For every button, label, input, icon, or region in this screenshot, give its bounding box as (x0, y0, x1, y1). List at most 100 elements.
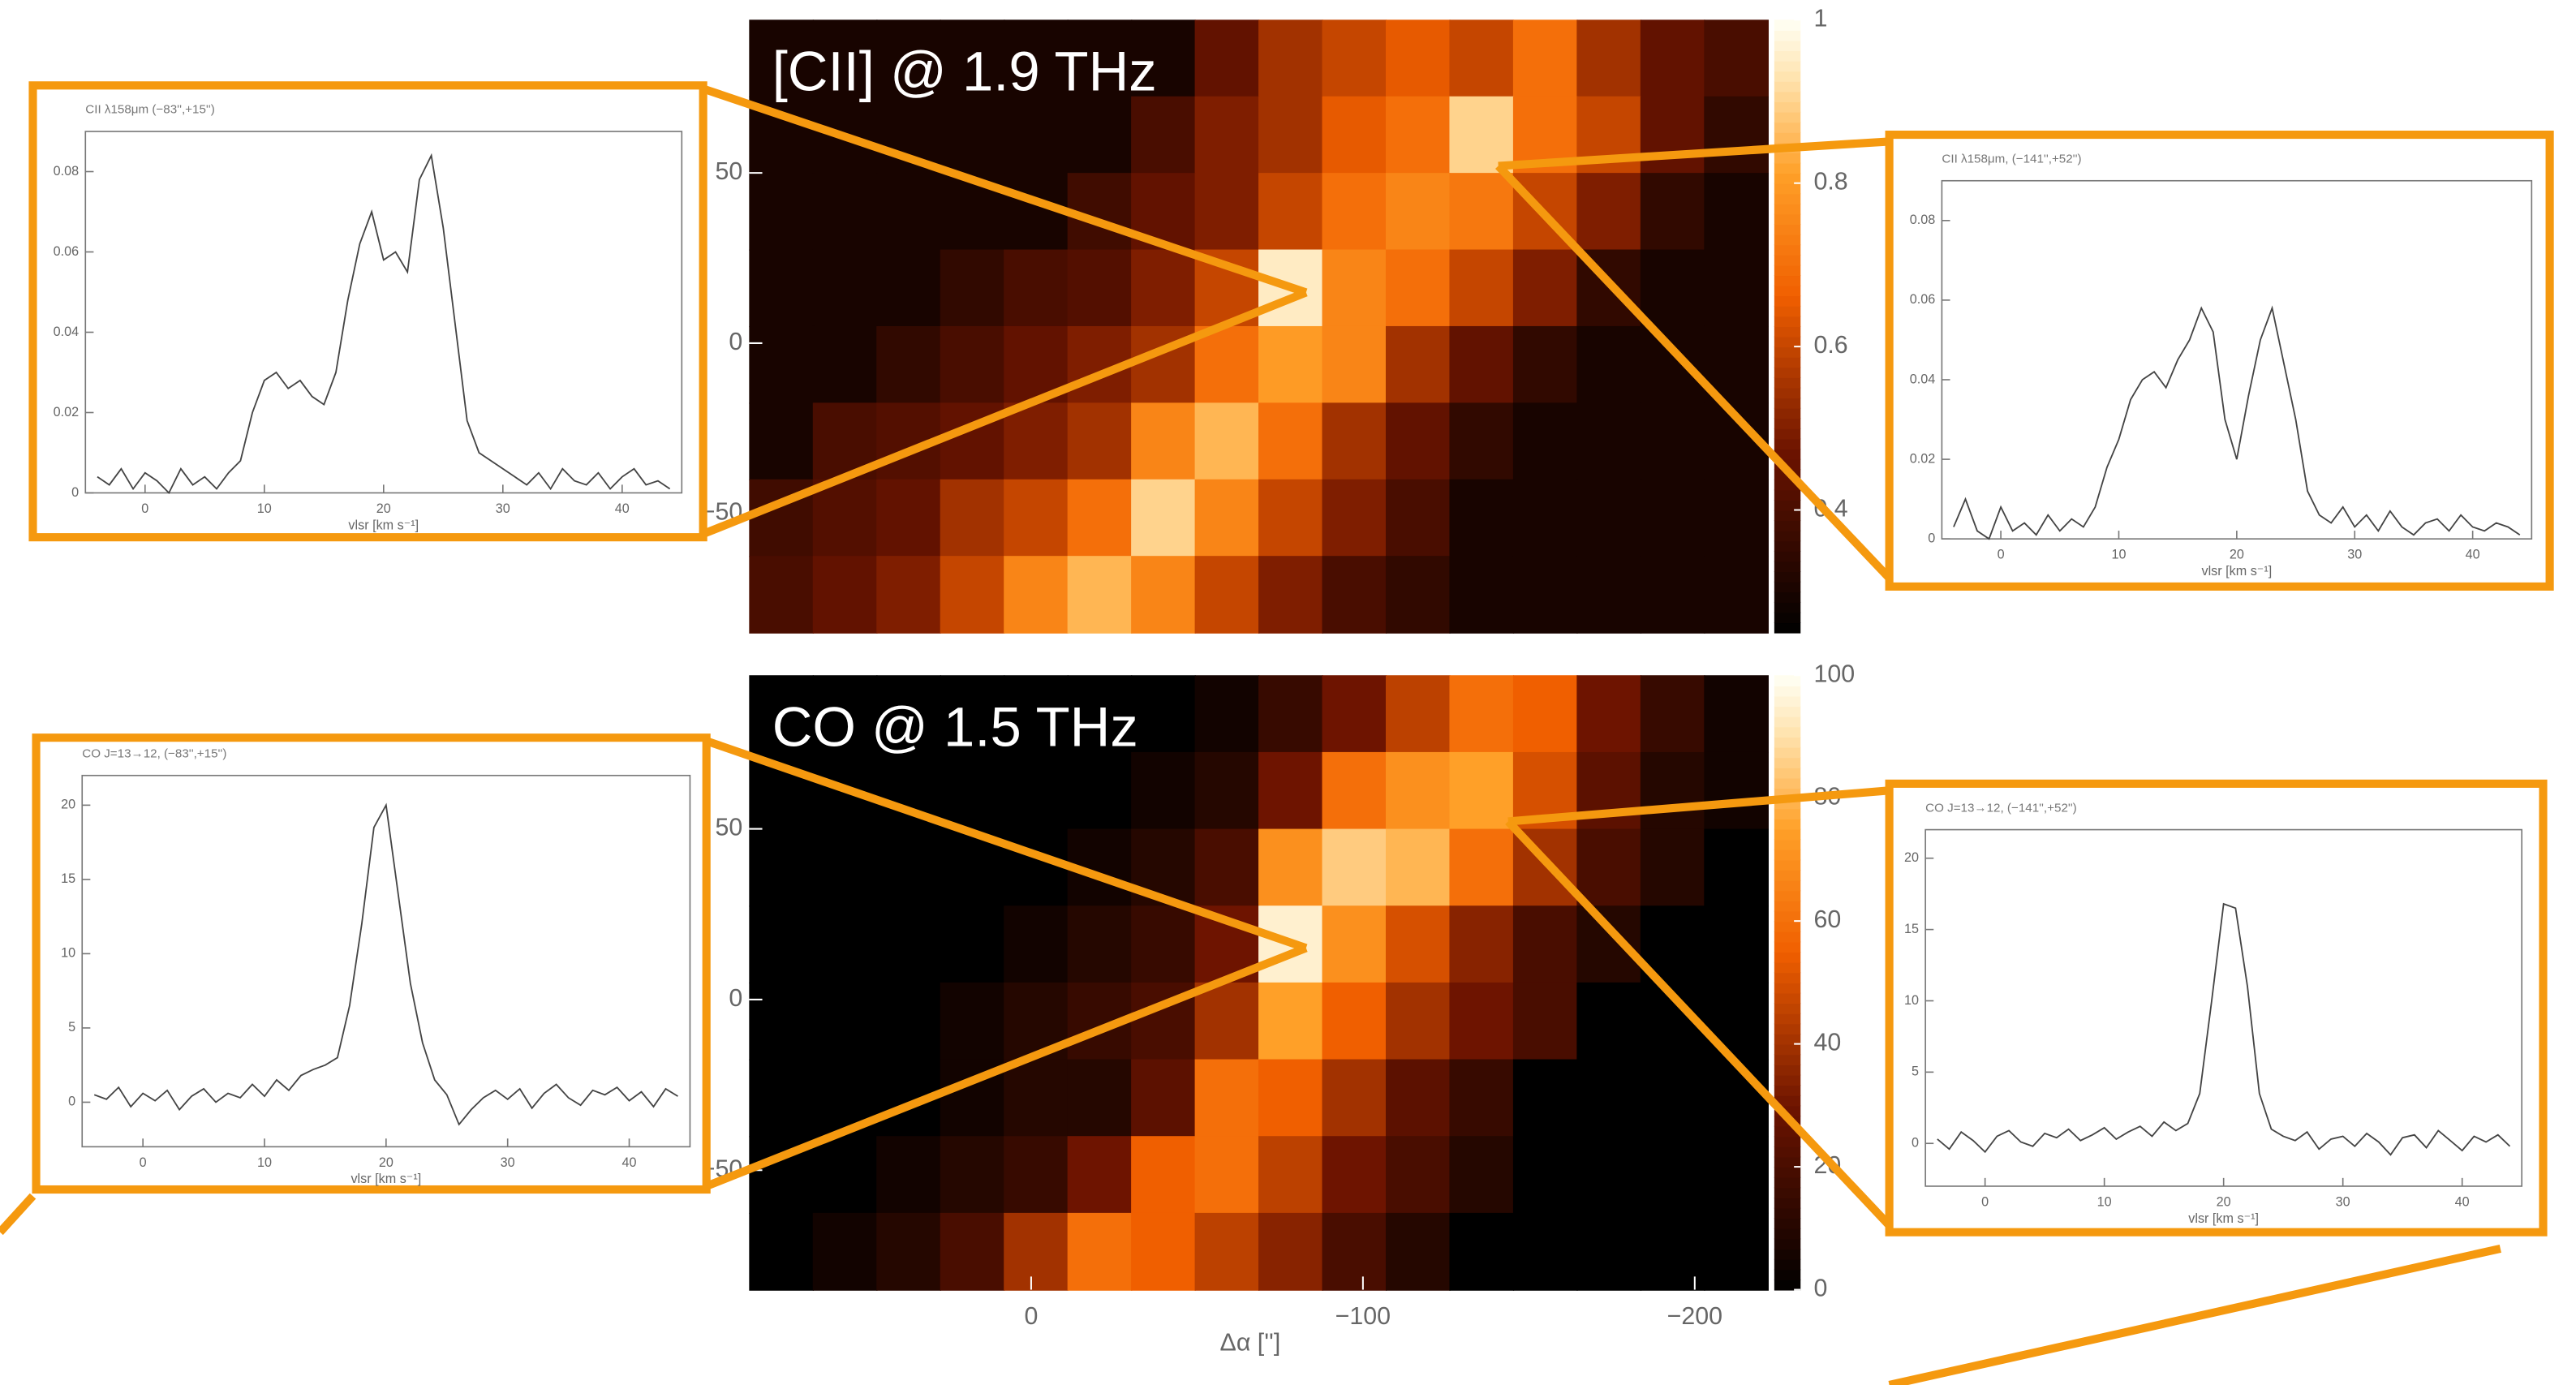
heatmap-cell (1704, 829, 1769, 907)
colorbar-segment (1774, 1044, 1800, 1056)
colorbar-segment (1774, 859, 1800, 871)
heatmap-cell (1258, 829, 1323, 907)
colorbar-segment (1774, 531, 1800, 542)
inset-frame (1890, 784, 2544, 1232)
x-tick-label: 40 (2455, 1195, 2470, 1210)
colorbar-segment (1774, 377, 1800, 389)
colorbar-segment (1774, 829, 1800, 841)
heatmap-cell (1258, 97, 1323, 174)
y-tick-label: 50 (715, 158, 742, 185)
colorbar-segment (1774, 602, 1800, 613)
heatmap-cell (1449, 829, 1514, 907)
y-tick-label: 0 (1928, 531, 1935, 545)
colorbar-segment (1774, 306, 1800, 317)
heatmap-cell (1195, 173, 1260, 251)
spectrum-title: CO J=13→12, (−141'',+52'') (1925, 801, 2077, 815)
heatmap-cell (1704, 905, 1769, 983)
colorbar-segment (1774, 418, 1800, 429)
heatmap-cell (1131, 556, 1196, 634)
colorbar-segment (1774, 777, 1800, 789)
y-tick-label: 0 (71, 485, 79, 500)
heatmap-cell (1449, 480, 1514, 557)
x-tick-label: 20 (2230, 548, 2244, 562)
heatmap-cell (1449, 556, 1514, 634)
heatmap-cell (1322, 905, 1387, 983)
heatmap-cell (1576, 402, 1641, 480)
heatmap-cell (749, 1213, 814, 1291)
heatmap-cell (1068, 250, 1133, 328)
heatmap-cell (749, 983, 814, 1060)
heatmap-cell (1449, 250, 1514, 328)
colorbar-segment (1774, 71, 1800, 82)
colorbar-segment (1774, 510, 1800, 522)
heatmap-cell (813, 905, 878, 983)
colorbar-segment (1774, 551, 1800, 562)
heatmap-cell (1513, 556, 1578, 634)
colorbar-segment (1774, 808, 1800, 819)
heatmap-cell (749, 250, 814, 328)
heatmap-cell (1386, 1060, 1451, 1138)
x-tick-label: 20 (2217, 1195, 2231, 1210)
colorbar-segment (1774, 91, 1800, 102)
colorbar-tick-label: 100 (1813, 660, 1855, 687)
heatmap-cell (876, 1136, 941, 1214)
heatmap-cell (1131, 1060, 1196, 1138)
heatmap-cell (749, 1060, 814, 1138)
heatmap-cell (1704, 173, 1769, 251)
heatmap-cell (1641, 97, 1705, 174)
heatmap-cell (1576, 480, 1641, 557)
heatmap-cell (1513, 250, 1578, 328)
heatmap-cell (813, 829, 878, 907)
heatmap-cell (1576, 983, 1641, 1060)
x-tick-label: 0 (140, 1155, 147, 1170)
heatmap-cell (1513, 1136, 1578, 1214)
colorbar-segment (1774, 695, 1800, 707)
heatmap-cell (940, 556, 1005, 634)
colorbar-segment (1774, 163, 1800, 174)
heatmap-cell (1641, 556, 1705, 634)
heatmap-cell (813, 480, 878, 557)
colorbar-segment (1774, 1054, 1800, 1065)
maps: [CII] @ 1.9 THz500−5010.80.60.4 CO @ 1.5 … (701, 5, 1855, 1356)
heatmap-cell (1641, 752, 1705, 830)
x-tick-label: 10 (2097, 1195, 2112, 1210)
heatmap-cell (1322, 1213, 1387, 1291)
spectrum-title: CII λ158μm (−83'',+15'') (85, 103, 214, 117)
y-tick-label: 0 (1912, 1136, 1919, 1151)
colorbar-segment (1774, 153, 1800, 164)
heatmap-cell (876, 326, 941, 404)
spectrum-title: CII λ158μm, (−141'',+52'') (1942, 152, 2081, 166)
heatmap-cell (1195, 402, 1260, 480)
heatmap-cell (1641, 402, 1705, 480)
colorbar-segment (1774, 1146, 1800, 1158)
colorbar-segment (1774, 1187, 1800, 1198)
heatmap-cell (1386, 97, 1451, 174)
colorbar-segment (1774, 255, 1800, 266)
colorbar-segment (1774, 686, 1800, 697)
heatmap-cell (749, 829, 814, 907)
x-tick-label: 10 (257, 1155, 272, 1170)
colorbar-segment (1774, 1034, 1800, 1045)
x-tick-label: 0 (141, 501, 148, 516)
y-tick-label: 0 (68, 1095, 75, 1109)
colorbar-segment (1774, 183, 1800, 195)
colorbar-segment (1774, 81, 1800, 92)
colorbar-segment (1774, 1249, 1800, 1260)
heatmap-cell (876, 173, 941, 251)
map-title: CO @ 1.5 THz (772, 695, 1138, 758)
heatmap-cell (1322, 675, 1387, 753)
x-tick-label: 30 (2336, 1195, 2350, 1210)
heatmap-cell (1258, 480, 1323, 557)
heatmap-cell (1449, 1136, 1514, 1214)
colorbar-segment (1774, 357, 1800, 368)
colorbar-segment (1774, 952, 1800, 963)
heatmap-cell (1322, 19, 1387, 97)
colorbar-segment (1774, 612, 1800, 623)
heatmap-cell (1641, 19, 1705, 97)
heatmap-cell (1449, 905, 1514, 983)
heatmap-cell (1322, 250, 1387, 328)
colorbar-segment (1774, 582, 1800, 593)
heatmap-cell (1068, 1213, 1133, 1291)
